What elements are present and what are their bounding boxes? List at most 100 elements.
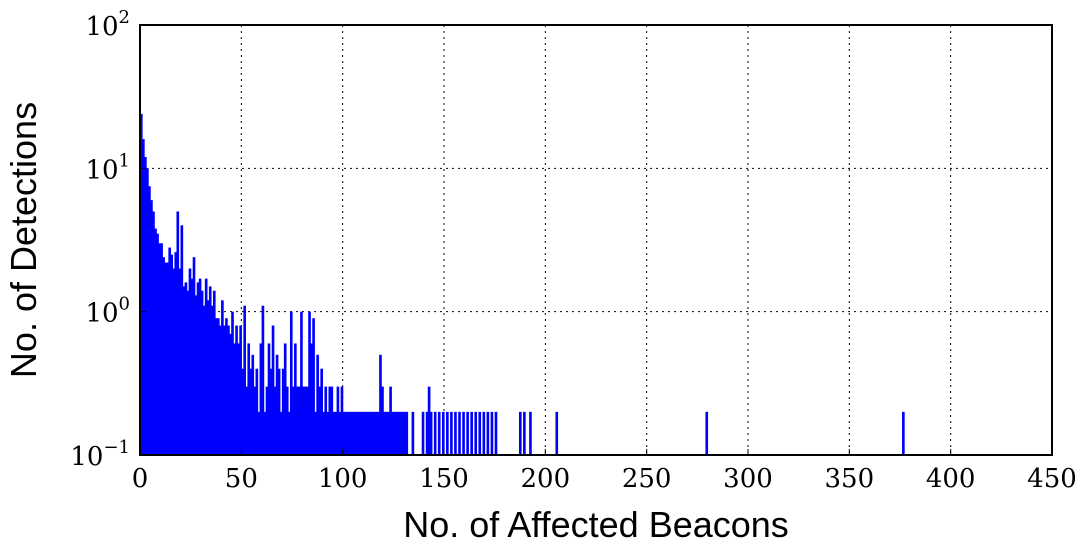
x-tick-label: 350 <box>825 464 875 494</box>
x-tick-label: 250 <box>622 464 672 494</box>
histogram-bar <box>190 278 194 455</box>
histogram-bar <box>466 411 469 455</box>
histogram-bar <box>371 411 374 455</box>
x-axis-label: No. of Affected Beacons <box>403 504 789 544</box>
histogram-bar <box>277 368 281 455</box>
y-tick-base: 10 <box>70 442 103 472</box>
histogram-bar <box>316 354 319 455</box>
histogram-bar <box>328 386 332 455</box>
histogram-bar <box>237 343 240 455</box>
histogram-bar <box>267 343 271 455</box>
histogram-bar <box>186 290 190 455</box>
histogram-bar <box>154 228 157 455</box>
y-tick-base: 10 <box>85 299 118 329</box>
histogram-bar <box>314 411 317 455</box>
histogram-bar <box>285 386 289 455</box>
histogram-bar <box>233 343 236 455</box>
histogram-bar <box>204 278 208 455</box>
histogram-bar <box>385 411 388 455</box>
histogram-bar <box>306 386 309 455</box>
histogram-bar <box>271 325 275 455</box>
histogram-bar <box>148 186 151 456</box>
histogram-bar <box>326 411 330 455</box>
histogram-bar <box>162 257 165 455</box>
histogram-bar <box>450 411 453 455</box>
histogram-bar <box>387 411 390 455</box>
histogram-bar <box>182 286 186 455</box>
x-tick-label: 400 <box>926 464 976 494</box>
histogram-bar <box>405 411 409 455</box>
histogram-bar <box>202 305 206 455</box>
histogram-bar <box>555 411 559 455</box>
histogram-bar <box>379 354 382 455</box>
histogram-bar <box>403 411 407 455</box>
histogram-bar <box>243 305 246 455</box>
histogram-bar <box>144 156 147 456</box>
histogram-bar <box>168 247 171 455</box>
histogram-bar <box>437 411 441 455</box>
histogram-bar <box>192 257 196 455</box>
histogram-bar <box>395 411 398 455</box>
histogram-bar <box>401 411 405 455</box>
histogram-bar <box>330 386 334 455</box>
histogram-bar <box>375 411 378 455</box>
histogram-bar <box>334 411 338 455</box>
histogram-bar <box>391 411 394 455</box>
histogram-bar <box>247 343 251 455</box>
histogram-bar <box>356 411 360 455</box>
histogram-bar <box>178 268 182 455</box>
histogram-bar <box>160 243 163 455</box>
x-tick-label: 200 <box>521 464 571 494</box>
histogram-bar <box>194 295 198 455</box>
histogram-bar <box>245 386 249 455</box>
histogram-bar <box>470 411 473 455</box>
histogram-bar <box>441 411 445 455</box>
histogram-bar <box>312 318 315 455</box>
histogram-bar <box>219 325 222 455</box>
histogram-bar <box>287 411 291 455</box>
histogram-bar <box>346 411 350 455</box>
histogram-bar <box>206 300 210 455</box>
histogram-bar <box>458 411 461 455</box>
y-tick-exponent: −1 <box>103 437 130 458</box>
histogram-bar <box>494 411 498 455</box>
x-tick-label: 50 <box>225 464 258 494</box>
histogram-bar <box>344 411 348 455</box>
histogram-bar <box>229 333 232 455</box>
histogram-bar <box>196 282 200 455</box>
histogram-bar <box>176 211 180 455</box>
histogram-bar <box>156 233 159 455</box>
histogram-bar <box>902 411 905 455</box>
x-tick-label: 0 <box>132 464 149 494</box>
histogram-bar <box>523 411 526 455</box>
y-tick-label: 102 <box>85 7 130 42</box>
y-tick-exponent: 2 <box>119 7 130 28</box>
histogram-bar <box>217 318 220 455</box>
histogram-bar <box>263 411 267 455</box>
histogram-bar <box>433 411 437 455</box>
y-tick-label: 100 <box>85 294 130 329</box>
histogram-bar <box>174 252 178 455</box>
histogram-bar <box>411 411 415 455</box>
histogram-bar <box>478 411 482 455</box>
histogram-bar <box>251 354 255 455</box>
histogram-bar <box>304 386 307 455</box>
histogram-bar <box>399 411 403 455</box>
histogram-bar <box>241 368 244 455</box>
histogram-bar <box>225 318 228 455</box>
histogram-bar <box>188 268 192 455</box>
y-tick-exponent: 0 <box>119 294 130 315</box>
x-tick-label: 150 <box>419 464 469 494</box>
y-tick-base: 10 <box>85 12 118 42</box>
x-tick-label: 100 <box>318 464 368 494</box>
histogram-bar <box>369 411 372 455</box>
histogram-bar <box>279 411 283 455</box>
histogram-bar <box>348 411 352 455</box>
histogram-bar <box>332 411 336 455</box>
histogram-bar <box>198 278 202 455</box>
x-tick-label: 450 <box>1027 464 1077 494</box>
histogram-bar <box>231 311 234 455</box>
histogram-bar <box>377 411 380 455</box>
histogram-bar <box>223 325 226 455</box>
